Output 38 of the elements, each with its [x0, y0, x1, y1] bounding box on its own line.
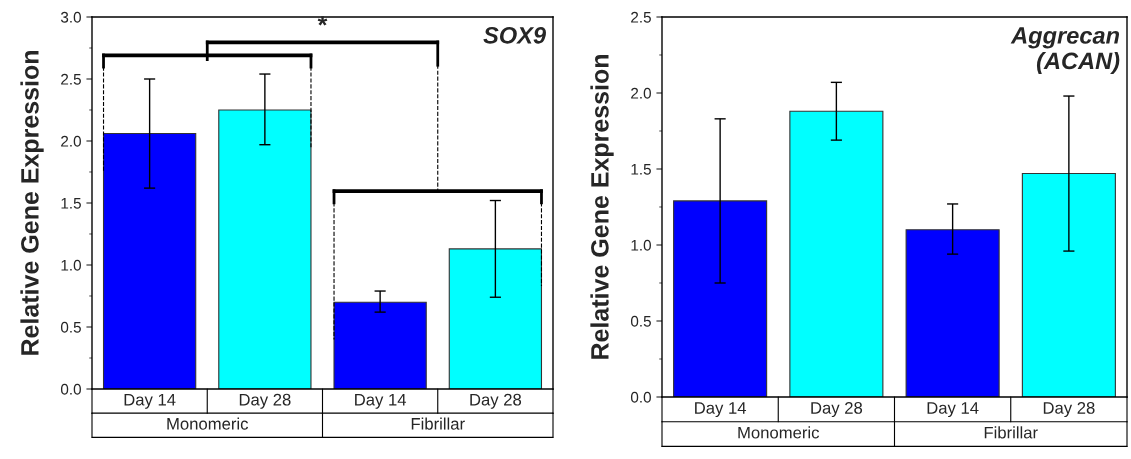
- y-tick-label: 1.5: [61, 198, 81, 209]
- y-axis-title: Relative Gene Expression: [590, 55, 614, 359]
- y-tick-label: 2.5: [631, 11, 651, 23]
- y-tick-label: 2.0: [61, 135, 81, 147]
- y-tick-label: 0.5: [60, 321, 81, 333]
- bar: [905, 229, 1000, 397]
- x-tick-label: Day 28: [470, 393, 522, 409]
- x-tick-label: Day 14: [355, 393, 407, 409]
- bar: [673, 200, 768, 397]
- y-tick-label: 1.5: [631, 164, 651, 175]
- x-tick-label: Day 28: [239, 393, 291, 409]
- x-tick-label: Day 28: [1043, 402, 1095, 418]
- y-tick-label: 0.5: [630, 315, 651, 327]
- text: Aggrecan (ACAN): [1010, 27, 1120, 74]
- text: Fibrillar: [411, 417, 465, 430]
- x-tick-label: Day 28: [811, 402, 863, 418]
- annotation: *: [317, 16, 328, 26]
- y-tick-label: 2.0: [631, 87, 651, 99]
- bar: [218, 109, 312, 389]
- bar: [448, 248, 543, 389]
- bar: [1021, 173, 1116, 397]
- y-tick-label: 1.0: [61, 259, 81, 271]
- y-tick-label: 2.5: [61, 73, 81, 85]
- text: Monomeric: [167, 417, 249, 430]
- y-tick-label: 0.0: [630, 391, 651, 403]
- chart-title: SOX9: [483, 26, 546, 44]
- bar: [789, 110, 884, 397]
- x-tick-label: Day 14: [695, 402, 747, 418]
- bar: [333, 301, 427, 389]
- bar: [102, 133, 197, 389]
- y-tick-label: 3.0: [60, 11, 81, 23]
- x-tick-label: Day 14: [927, 402, 979, 418]
- y-tick-label: 0.0: [60, 383, 81, 395]
- text: Fibrillar: [984, 426, 1038, 439]
- x-tick-label: Day 14: [124, 393, 176, 409]
- text: Monomeric: [738, 426, 820, 439]
- y-tick-label: 1.0: [631, 239, 651, 251]
- y-axis-title: Relative Gene Expression: [20, 51, 44, 355]
